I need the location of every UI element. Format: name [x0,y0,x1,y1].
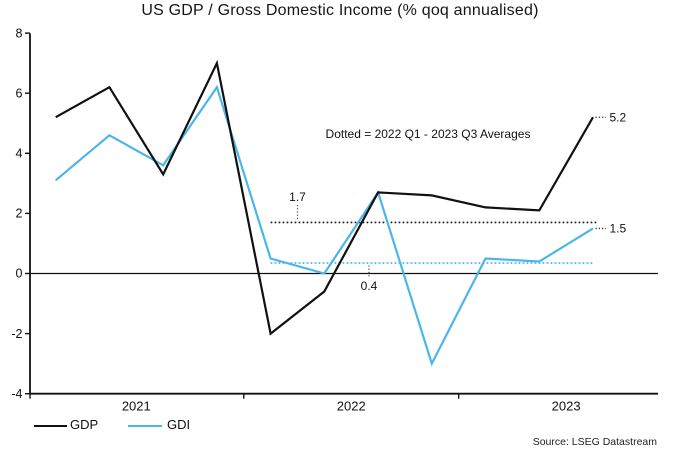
legend-label-gdi: GDI [167,417,191,432]
gdp-average-value-label: 1.7 [289,190,306,204]
legend: GDP GDI [0,416,400,434]
value-labels: 1.7 0.4 5.2 1.5 [289,110,626,293]
legend-label-gdp: GDP [70,417,99,432]
gdp-line-series [55,59,594,336]
x-year-label: 2023 [552,399,581,414]
y-tick-label: -4 [11,387,22,401]
dotted-average-note: Dotted = 2022 Q1 - 2023 Q3 Averages [325,127,531,141]
y-tick-label: 8 [16,26,23,40]
series-lines [54,59,594,367]
y-tick-label: -2 [11,327,22,341]
x-year-label: 2022 [337,399,366,414]
gdp-end-value-label: 5.2 [610,110,627,124]
legend-swatch-gdi [128,425,162,428]
y-tick-label: 0 [16,267,23,281]
average-dotted-lines [270,205,598,278]
y-axis: 8 6 4 2 0 -2 -4 [11,26,31,401]
gdi-line-series [54,84,594,367]
y-tick-label: 2 [16,207,23,221]
source-attribution: Source: LSEG Datastream [532,436,657,448]
y-tick-label: 4 [16,147,23,161]
gdi-end-value-label: 1.5 [610,222,627,236]
gdi-average-value-label: 0.4 [361,279,378,293]
y-tick-label: 6 [16,86,23,100]
chart-title: US GDP / Gross Domestic Income (% qoq an… [141,2,539,19]
x-year-label: 2021 [122,399,151,414]
x-axis: 2021 2022 2023 [29,392,658,414]
legend-swatch-gdp [34,425,67,428]
